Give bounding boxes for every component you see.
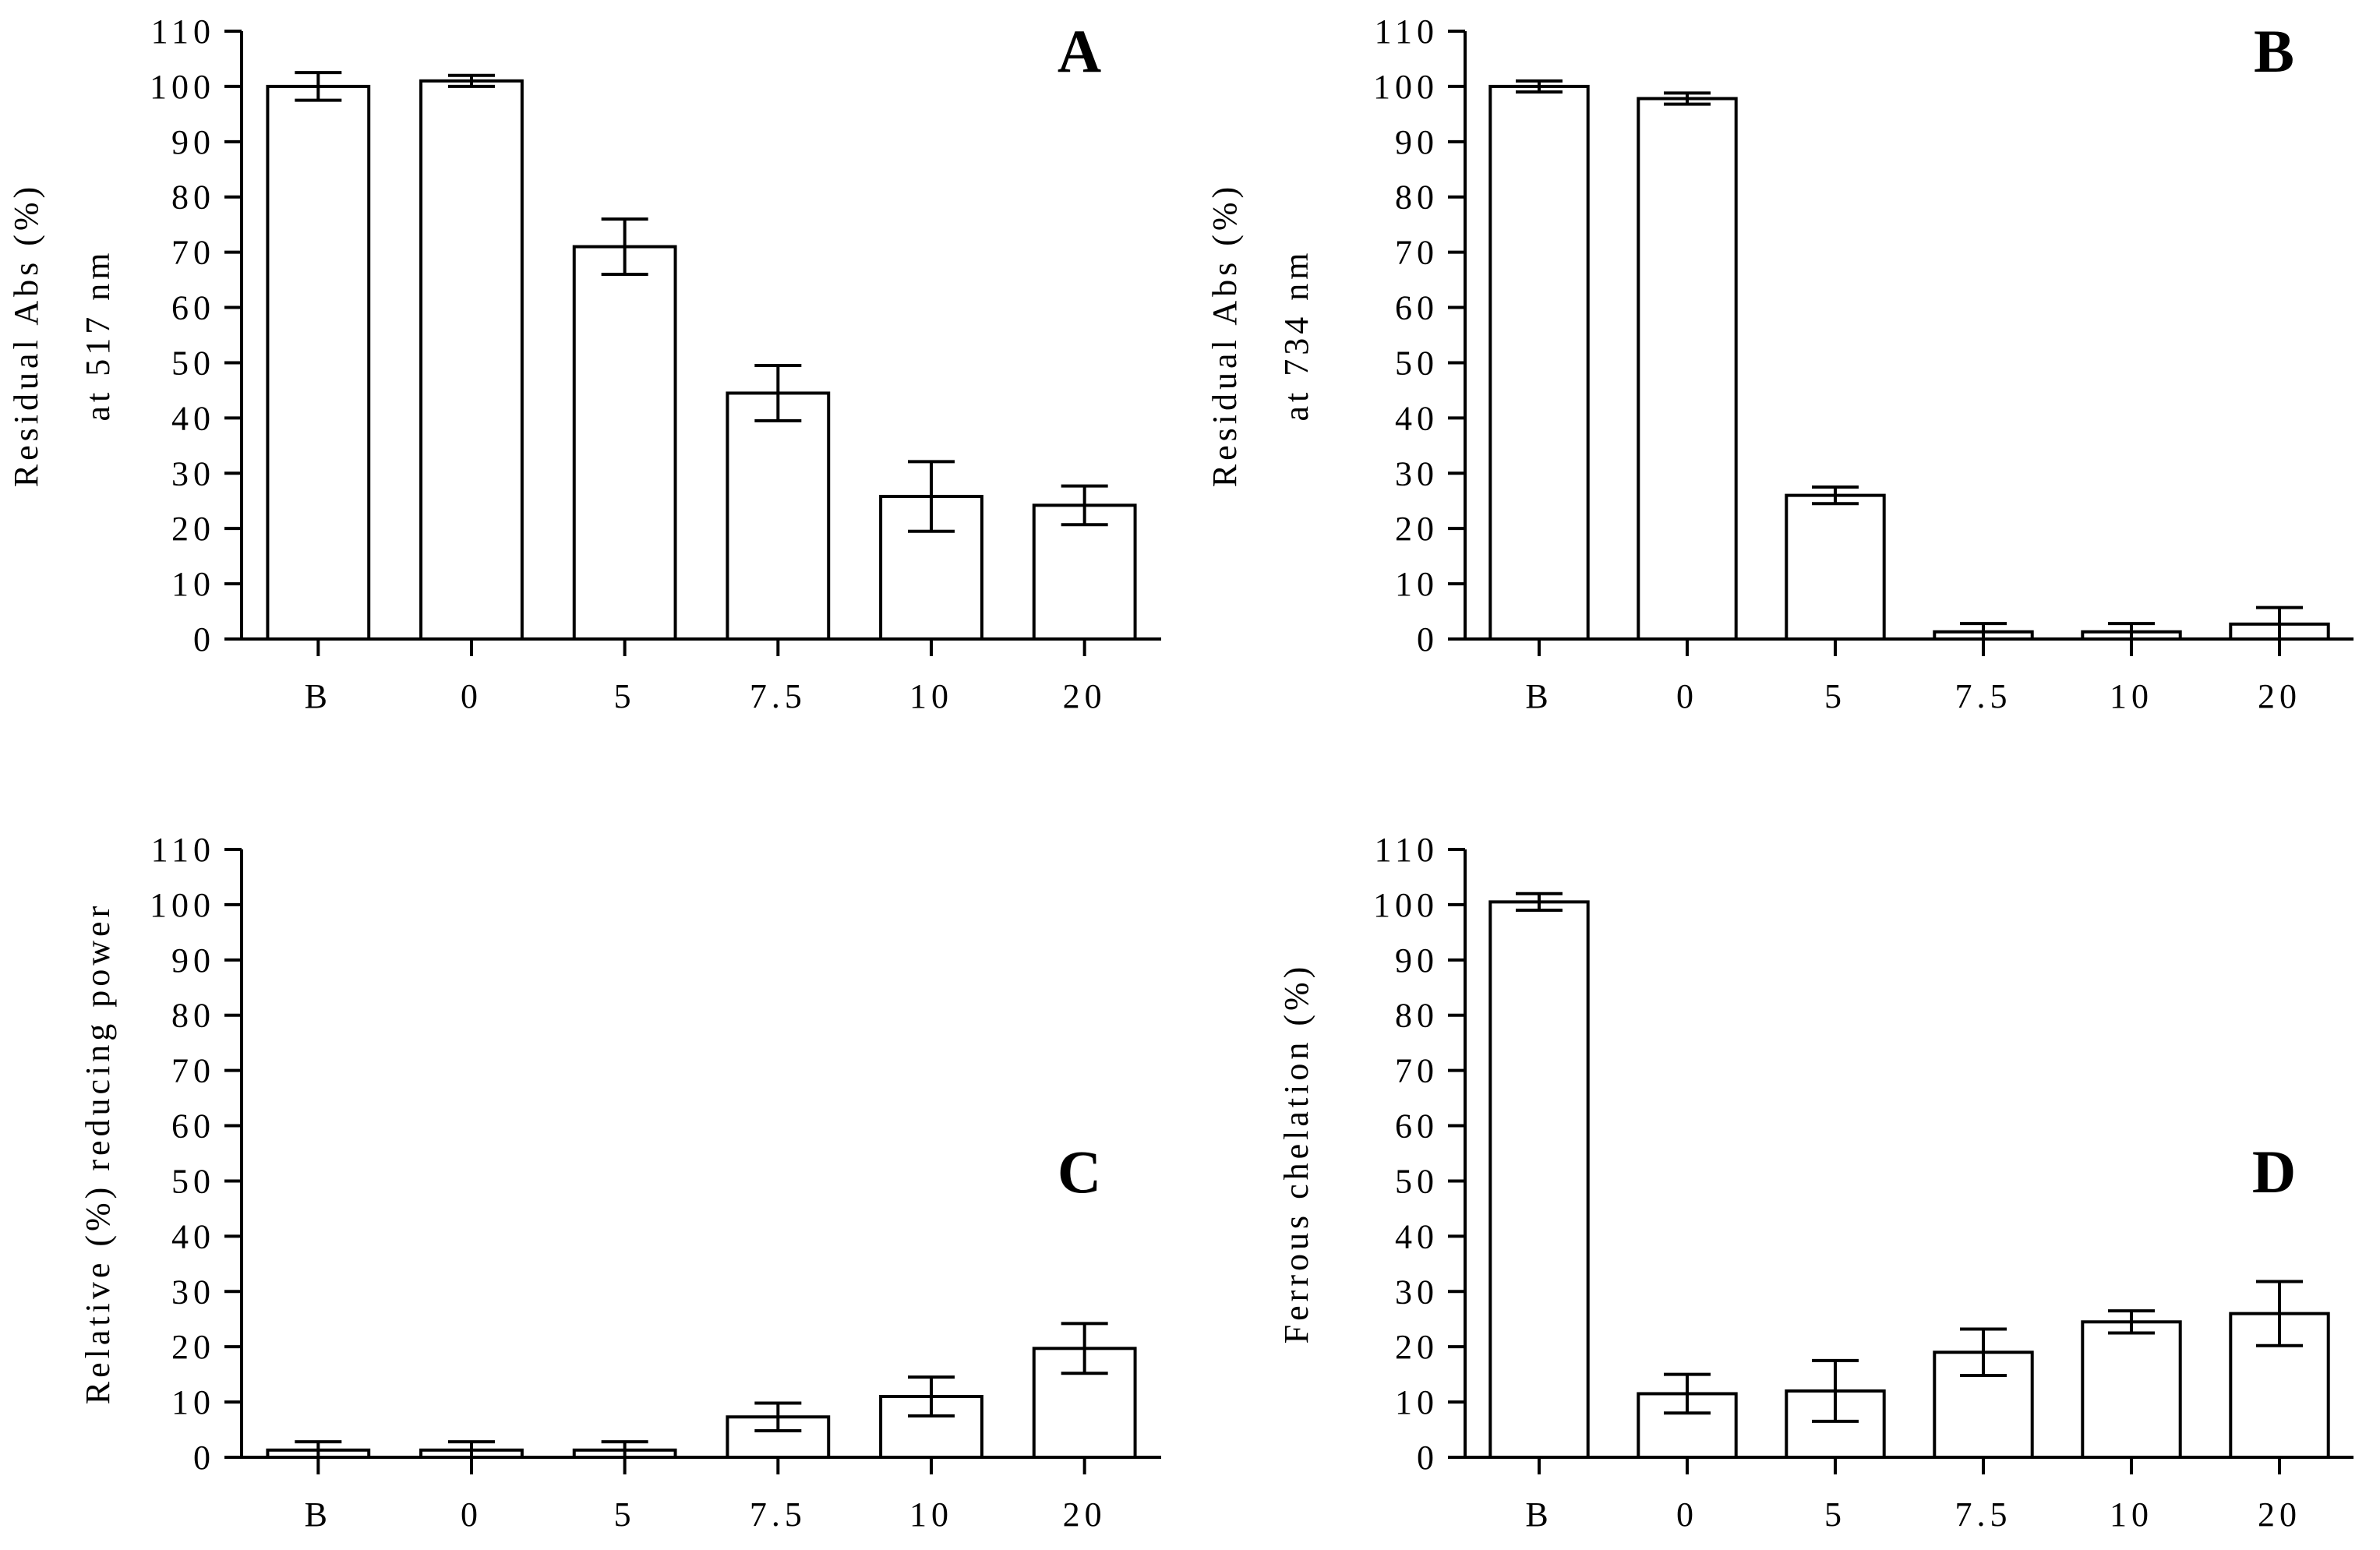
y-tick-label: 90 [171, 941, 215, 980]
x-tick-label: 10 [909, 677, 953, 715]
y-tick-label: 10 [171, 1383, 215, 1421]
y-tick-label: 90 [1395, 941, 1439, 980]
y-tick-label: 50 [171, 344, 215, 382]
x-tick-label: 10 [2110, 1495, 2153, 1534]
x-tick-label: 0 [461, 677, 482, 715]
y-tick-label: 70 [171, 234, 215, 272]
x-tick-label: 7.5 [750, 677, 807, 715]
y-tick-label: 100 [1373, 68, 1439, 106]
y-tick-label: 40 [1395, 1217, 1439, 1255]
y-tick-label: 110 [1375, 12, 1439, 51]
y-axis-title: Ferrous chelation (%) [1277, 963, 1315, 1344]
y-tick-label: 60 [1395, 1107, 1439, 1146]
y-tick-label: 0 [193, 620, 215, 658]
x-tick-label: 10 [2110, 677, 2153, 715]
panel-letter: A [1058, 17, 1101, 85]
x-tick-label: B [1525, 677, 1552, 715]
y-tick-label: 0 [1417, 620, 1439, 658]
bar-20 [1032, 503, 1137, 641]
y-tick-label: 40 [171, 399, 215, 437]
x-tick-label: 20 [2258, 677, 2301, 715]
x-tick-label: 7.5 [1955, 1495, 2012, 1534]
y-tick-label: 80 [1395, 178, 1439, 217]
x-tick-label: 7.5 [750, 1495, 807, 1534]
bar-5 [1785, 493, 1886, 641]
x-tick-label: B [305, 1495, 332, 1534]
y-tick-label: 20 [1395, 1328, 1439, 1366]
y-tick-label: 10 [171, 565, 215, 603]
bar-0 [419, 79, 524, 641]
y-tick-label: 30 [171, 1273, 215, 1311]
y-tick-label: 80 [171, 997, 215, 1035]
chart-panel-b: 0 10 20 30 40 50 60 70 80 90 100 110 B 0 5 7.5 10 20 Resid… [1206, 12, 2354, 715]
y-tick-label: 60 [171, 1107, 215, 1146]
x-tick-label: 0 [461, 1495, 482, 1534]
y-axis-title: at 517 nm [79, 249, 117, 422]
y-tick-label: 70 [171, 1052, 215, 1090]
y-tick-label: 40 [1395, 399, 1439, 437]
x-tick-label: 5 [1824, 1495, 1846, 1534]
bar-0 [1637, 97, 1738, 641]
x-tick-label: 5 [614, 1495, 636, 1534]
x-tick-label: 5 [614, 677, 636, 715]
y-tick-label: 90 [1395, 123, 1439, 161]
y-tick-label: 50 [171, 1162, 215, 1200]
chart-panel-c: 0 10 20 30 40 50 60 70 80 90 100 110 B 0 5 7.5 10 20 Relat… [79, 831, 1161, 1534]
y-tick-label: 50 [1395, 1162, 1439, 1200]
y-tick-label: 110 [151, 12, 215, 51]
y-tick-label: 30 [1395, 454, 1439, 493]
bar-B [266, 84, 371, 641]
y-tick-label: 80 [171, 178, 215, 217]
y-axis-title: at 734 nm [1277, 249, 1315, 422]
chart-panel-d: 0 10 20 30 40 50 60 70 80 90 100 110 B 0 5 7.5 10 20 Ferro… [1277, 831, 2354, 1534]
y-tick-label: 0 [193, 1439, 215, 1477]
x-tick-label: 0 [1676, 1495, 1698, 1534]
bar-7.5 [726, 391, 831, 641]
y-tick-label: 20 [1395, 510, 1439, 548]
y-tick-label: 10 [1395, 1383, 1439, 1421]
y-tick-label: 60 [1395, 289, 1439, 327]
y-tick-label: 50 [1395, 344, 1439, 382]
y-axis-title: Residual Abs (%) [7, 183, 45, 487]
y-tick-label: 30 [171, 454, 215, 493]
y-tick-label: 80 [1395, 997, 1439, 1035]
bar-10 [2081, 1320, 2182, 1459]
y-tick-label: 100 [1373, 886, 1439, 924]
panel-letter: D [2252, 1138, 2296, 1206]
y-tick-label: 100 [150, 886, 215, 924]
y-tick-label: 20 [171, 510, 215, 548]
x-tick-label: B [1525, 1495, 1552, 1534]
y-tick-label: 30 [1395, 1273, 1439, 1311]
y-axis-title: Relative (%) reducing power [79, 902, 117, 1404]
x-tick-label: 7.5 [1955, 677, 2012, 715]
y-tick-label: 60 [171, 289, 215, 327]
bar-B [1488, 900, 1590, 1459]
panel-letter: B [2254, 17, 2294, 85]
panel-letter: C [1058, 1138, 1101, 1206]
x-tick-label: 0 [1676, 677, 1698, 715]
x-tick-label: 10 [909, 1495, 953, 1534]
x-tick-label: B [305, 677, 332, 715]
y-tick-label: 70 [1395, 1052, 1439, 1090]
y-tick-label: 70 [1395, 234, 1439, 272]
bar-B [1488, 84, 1590, 641]
y-tick-label: 20 [171, 1328, 215, 1366]
x-tick-label: 20 [1063, 1495, 1107, 1534]
x-tick-label: 20 [2258, 1495, 2301, 1534]
y-tick-label: 100 [150, 68, 215, 106]
y-tick-label: 110 [1375, 831, 1439, 869]
chart-panel-a: 0 10 20 30 40 50 60 70 80 90 100 110 B 0 5 7.5 10 20 Resid… [7, 12, 1161, 715]
bar-5 [572, 245, 677, 641]
y-tick-label: 10 [1395, 565, 1439, 603]
x-tick-label: 20 [1063, 677, 1107, 715]
x-tick-label: 5 [1824, 677, 1846, 715]
y-tick-label: 90 [171, 123, 215, 161]
y-tick-label: 110 [151, 831, 215, 869]
y-tick-label: 0 [1417, 1439, 1439, 1477]
y-axis-title: Residual Abs (%) [1206, 183, 1244, 487]
y-tick-label: 40 [171, 1217, 215, 1255]
